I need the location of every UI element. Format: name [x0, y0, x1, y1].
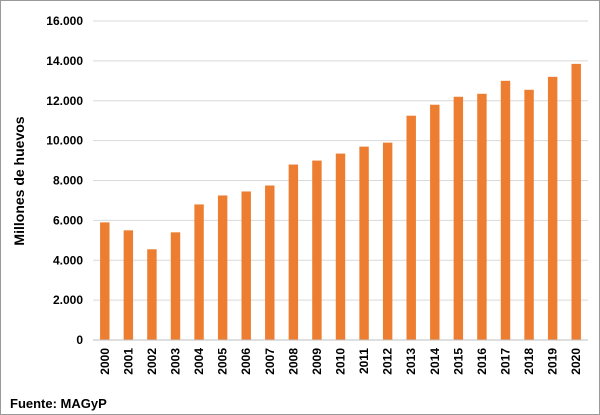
bar-2019 — [547, 76, 558, 340]
bar-2020 — [571, 63, 581, 340]
x-tick-label: 2020 — [569, 348, 583, 375]
bar-2012 — [382, 142, 393, 340]
bar-2014 — [430, 104, 440, 340]
x-tick-label: 2012 — [381, 348, 395, 375]
y-tick-label: 6.000 — [53, 213, 83, 227]
x-tick-label: 2000 — [98, 348, 112, 375]
bar-2003 — [170, 232, 181, 340]
x-tick-label: 2002 — [145, 348, 159, 375]
x-tick-labels: 2000 2001 2002 2003 2004 2005 2006 2007 2008 2009… — [98, 348, 583, 375]
y-tick-label: 8.000 — [53, 174, 83, 188]
x-tick-label: 2006 — [239, 348, 253, 375]
bar-2004 — [194, 204, 204, 340]
x-tick-label: 2014 — [428, 348, 442, 375]
bar-2001 — [123, 230, 134, 340]
bar-2006 — [241, 191, 251, 340]
bar-2000 — [100, 222, 110, 340]
y-tick-label: 10.000 — [46, 134, 83, 148]
bar-2009 — [312, 160, 322, 340]
bar-2017 — [500, 80, 511, 340]
bar-2016 — [477, 93, 487, 340]
x-tick-label: 2013 — [404, 348, 418, 375]
x-tick-label: 2003 — [169, 348, 183, 375]
y-tick-label: 12.000 — [46, 94, 83, 108]
x-tick-label: 2011 — [357, 348, 371, 374]
bars — [100, 63, 581, 340]
y-tick-label: 2.000 — [53, 293, 83, 307]
x-tick-label: 2008 — [286, 348, 300, 375]
x-tick-label: 2009 — [310, 348, 324, 375]
x-tick-label: 2018 — [522, 348, 536, 375]
bar-2007 — [265, 185, 275, 340]
bar-2008 — [288, 164, 299, 340]
bar-2013 — [406, 115, 416, 340]
y-axis-label: Millones de huevos — [11, 116, 27, 245]
y-tick-label: 16.000 — [46, 14, 83, 28]
y-tick-label: 0 — [76, 333, 83, 347]
y-tick-labels: 0 2.000 4.000 6.000 8.000 10.000 12.000 14.000 1… — [46, 14, 83, 347]
x-tick-label: 2001 — [121, 348, 135, 375]
bar-2011 — [359, 146, 369, 340]
y-tick-label: 14.000 — [46, 54, 83, 68]
bar-2002 — [147, 249, 157, 340]
x-tick-label: 2007 — [263, 348, 277, 375]
x-tick-label: 2019 — [546, 348, 560, 375]
x-tick-label: 2016 — [475, 348, 489, 375]
bar-2005 — [217, 195, 228, 340]
x-tick-label: 2015 — [451, 348, 465, 375]
x-tick-label: 2004 — [192, 348, 206, 375]
y-tick-label: 4.000 — [53, 253, 83, 267]
bar-2018 — [524, 89, 534, 340]
x-tick-label: 2010 — [334, 348, 348, 375]
x-tick-label: 2017 — [499, 348, 513, 375]
source-note: Fuente: MAGyP — [10, 396, 107, 411]
bar-2015 — [453, 96, 464, 340]
bar-2010 — [335, 153, 346, 340]
x-tick-label: 2005 — [216, 348, 230, 375]
